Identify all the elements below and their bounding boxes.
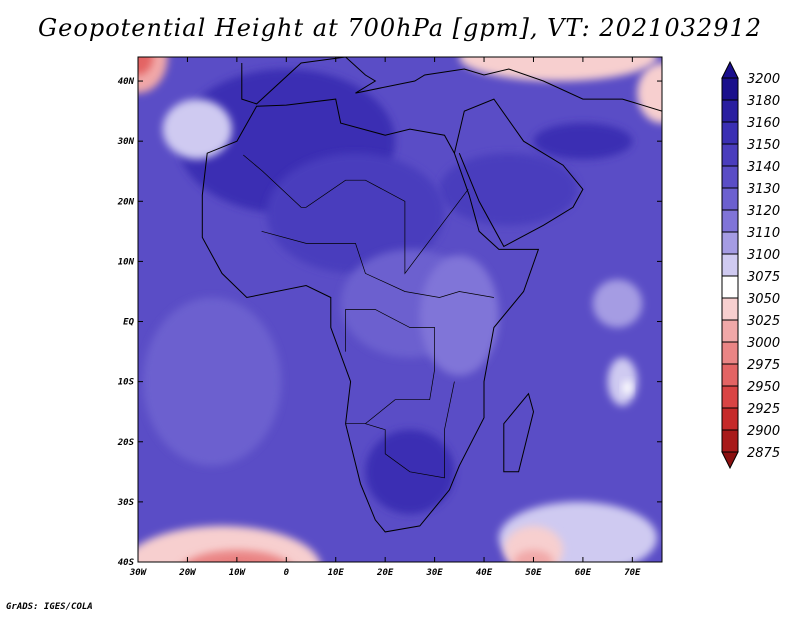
colorbar-swatch <box>721 231 739 255</box>
country-border <box>243 154 469 275</box>
colorbar-label: 3130 <box>747 182 780 197</box>
colorbar-label: 2975 <box>747 358 780 373</box>
field-contour-area <box>419 255 499 376</box>
colorbar-swatch <box>721 77 739 101</box>
colorbar-swatch <box>721 121 739 145</box>
colorbar-label: 3110 <box>747 226 780 241</box>
colorbar-swatch <box>721 297 739 321</box>
field-contour-area <box>607 357 638 406</box>
colorbar-swatch <box>721 209 739 233</box>
colorbar-top-arrow <box>721 60 739 79</box>
field-contour-area <box>503 525 564 562</box>
axis-ticks: 30W 20W 10W 0 10E 20E 30E 40E 50E 60E 70E 40N 30N 20N… <box>117 57 662 578</box>
colorbar-bottom-arrow <box>721 451 739 470</box>
coastlines <box>201 57 662 533</box>
lon-tick-label: 70E <box>624 568 641 578</box>
field-contour-area <box>459 57 658 82</box>
country-border <box>345 309 435 425</box>
lat-tick-label: 30N <box>117 137 135 147</box>
page-title: Geopotential Height at 700hPa [gpm], VT:… <box>38 14 762 42</box>
lat-tick-label: 40N <box>118 77 135 87</box>
lat-tick-label: 10N <box>118 257 135 267</box>
colorbar-swatch <box>721 99 739 123</box>
colorbar-label: 3050 <box>747 292 780 307</box>
colorbar-label: 2875 <box>747 446 780 461</box>
coastline-europe <box>241 57 662 112</box>
height-field <box>138 57 662 562</box>
field-contour-area <box>162 99 232 160</box>
colorbar-swatch <box>721 143 739 167</box>
lon-tick-label: 10E <box>328 568 345 578</box>
lon-tick-label: 30E <box>425 568 443 578</box>
lon-tick-label: 40E <box>476 568 493 578</box>
colorbar-swatch <box>721 341 739 365</box>
colorbar-label: 3025 <box>747 314 780 329</box>
coastline-madagascar <box>503 392 535 473</box>
colorbar-swatch <box>721 407 739 431</box>
field-contour-area <box>513 549 554 562</box>
field-contour-area <box>185 549 289 562</box>
colorbar-swatch <box>721 275 739 299</box>
colorbar-swatch <box>721 187 739 211</box>
field-contour-area <box>637 63 662 124</box>
colorbar-label: 3150 <box>747 138 780 153</box>
colorbar-label: 2925 <box>747 402 780 417</box>
colorbar-label: 3120 <box>747 204 780 219</box>
colorbar-swatch <box>721 363 739 387</box>
lon-tick-label: 20E <box>376 568 394 578</box>
colorbar-swatch <box>721 253 739 277</box>
coastline-africa <box>201 98 540 533</box>
lon-tick-label: 0 <box>284 568 290 578</box>
colorbar: 3200 3180 3160 3150 3140 3130 3120 3110 3100 3075… <box>721 60 780 470</box>
field-contour-area <box>138 525 320 562</box>
map-frame <box>137 56 663 563</box>
colorbar-label: 3075 <box>747 270 780 285</box>
footer-credit: GrADS: IGES/COLA <box>6 602 93 612</box>
colorbar-swatch <box>721 385 739 409</box>
country-border <box>261 230 494 298</box>
field-contour-area <box>138 57 153 76</box>
lat-tick-label: 20N <box>117 197 135 207</box>
colorbar-label: 2950 <box>747 380 780 395</box>
field-contour-area <box>592 279 643 328</box>
field-contour-area <box>533 123 633 160</box>
colorbar-label: 3160 <box>747 116 780 131</box>
lon-tick-label: 10W <box>229 568 247 578</box>
colorbar-label: 3200 <box>747 72 780 87</box>
colorbar-swatch <box>721 165 739 189</box>
colorbar-label: 3100 <box>747 248 780 263</box>
country-border <box>365 381 455 479</box>
lon-tick-label: 60E <box>575 568 592 578</box>
colorbar-swatch <box>721 319 739 343</box>
field-contour-area <box>622 380 633 395</box>
coastline-arabia <box>453 98 584 248</box>
lat-tick-label: EQ <box>123 318 134 328</box>
colorbar-label: 3140 <box>747 160 780 175</box>
lat-tick-label: 30S <box>117 498 135 508</box>
lat-tick-label: 40S <box>118 558 135 568</box>
field-contour-area <box>439 153 578 226</box>
colorbar-label: 3180 <box>747 94 780 109</box>
lat-tick-label: 10S <box>118 378 135 388</box>
lon-tick-label: 20W <box>178 568 197 578</box>
colorbar-swatch <box>721 429 739 453</box>
lat-tick-label: 20S <box>117 438 135 448</box>
lon-tick-label: 50E <box>525 568 542 578</box>
colorbar-label: 3000 <box>747 336 780 351</box>
lon-tick-label: 30W <box>129 568 148 578</box>
field-contour-area <box>142 297 282 466</box>
colorbar-label: 2900 <box>747 424 780 439</box>
